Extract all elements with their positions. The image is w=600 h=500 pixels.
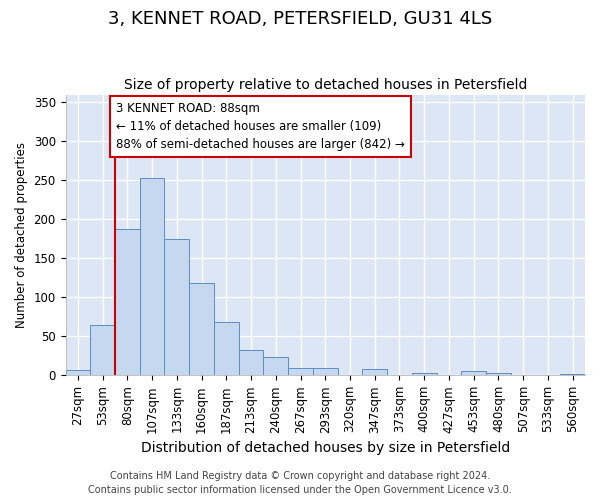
Text: 3 KENNET ROAD: 88sqm
← 11% of detached houses are smaller (109)
88% of semi-deta: 3 KENNET ROAD: 88sqm ← 11% of detached h… xyxy=(116,102,405,152)
Text: 3, KENNET ROAD, PETERSFIELD, GU31 4LS: 3, KENNET ROAD, PETERSFIELD, GU31 4LS xyxy=(108,10,492,28)
Bar xyxy=(288,368,313,376)
Y-axis label: Number of detached properties: Number of detached properties xyxy=(15,142,28,328)
Bar xyxy=(164,239,189,376)
Bar xyxy=(115,230,140,376)
Bar xyxy=(263,356,288,376)
Bar xyxy=(461,372,486,376)
Title: Size of property relative to detached houses in Petersfield: Size of property relative to detached ho… xyxy=(124,78,527,92)
Bar xyxy=(412,373,437,376)
Bar xyxy=(140,178,164,376)
Bar xyxy=(313,368,338,376)
Bar xyxy=(560,374,585,376)
Bar xyxy=(239,350,263,376)
Bar xyxy=(362,369,387,376)
Bar xyxy=(189,284,214,376)
X-axis label: Distribution of detached houses by size in Petersfield: Distribution of detached houses by size … xyxy=(140,441,510,455)
Text: Contains HM Land Registry data © Crown copyright and database right 2024.
Contai: Contains HM Land Registry data © Crown c… xyxy=(88,471,512,495)
Bar xyxy=(65,370,90,376)
Bar xyxy=(536,374,560,376)
Bar xyxy=(90,324,115,376)
Bar xyxy=(486,373,511,376)
Bar xyxy=(214,322,239,376)
